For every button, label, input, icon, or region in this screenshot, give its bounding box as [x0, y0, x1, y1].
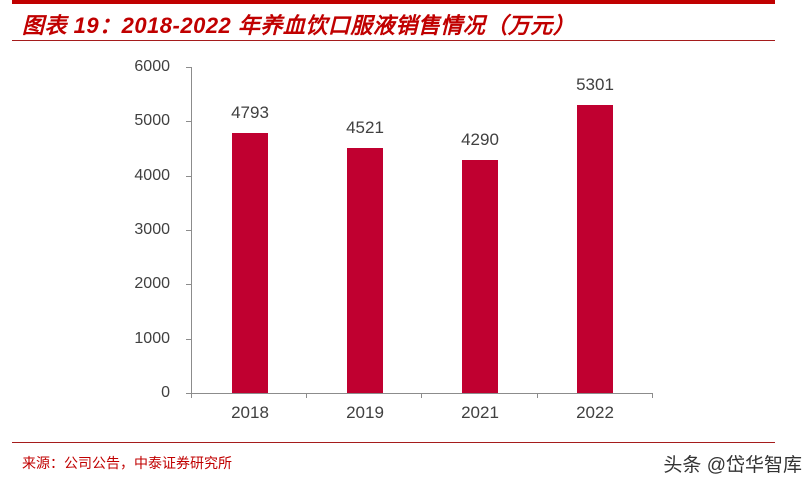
- data-label-2018: 4793: [231, 103, 269, 122]
- x-tick: [652, 393, 653, 398]
- x-tick: [537, 393, 538, 398]
- chart-title: 图表 19：2018-2022 年养血饮口服液销售情况（万元）: [22, 13, 576, 38]
- y-tick-label: 3000: [134, 221, 170, 238]
- data-label-2019: 4521: [346, 118, 384, 137]
- y-tick: [186, 121, 191, 122]
- bar-2018: [232, 133, 268, 393]
- title-divider: [12, 40, 775, 41]
- y-tick: [186, 176, 191, 177]
- top-accent-bar: [12, 0, 775, 4]
- y-tick-label: 0: [161, 384, 170, 401]
- bar-2019: [347, 148, 383, 393]
- x-label-2019: 2019: [346, 403, 384, 422]
- bar-2022: [577, 105, 613, 393]
- x-label-2021: 2021: [461, 403, 499, 422]
- x-label-2022: 2022: [576, 403, 614, 422]
- y-tick: [186, 339, 191, 340]
- source-note: 来源：公司公告，中泰证券研究所: [22, 456, 232, 472]
- y-axis: [191, 67, 192, 394]
- y-tick-label: 4000: [134, 167, 170, 184]
- y-tick: [186, 67, 191, 68]
- x-label-2018: 2018: [231, 403, 269, 422]
- y-tick-label: 2000: [134, 275, 170, 292]
- x-tick: [421, 393, 422, 398]
- data-label-2021: 4290: [461, 130, 499, 149]
- x-tick: [306, 393, 307, 398]
- bar-2021: [462, 160, 498, 393]
- y-tick: [186, 284, 191, 285]
- x-axis: [191, 393, 653, 394]
- bar-chart: 0 1000 2000 3000 4000 5000 6000 4793 452…: [134, 58, 653, 422]
- data-label-2022: 5301: [576, 75, 614, 94]
- footer-divider: [12, 442, 775, 443]
- y-tick: [186, 393, 191, 394]
- y-tick-label: 6000: [134, 58, 170, 75]
- y-tick: [186, 230, 191, 231]
- y-tick-label: 5000: [134, 112, 170, 129]
- x-tick: [191, 393, 192, 398]
- watermark: 头条 @岱华智库: [663, 455, 802, 476]
- y-tick-label: 1000: [134, 330, 170, 347]
